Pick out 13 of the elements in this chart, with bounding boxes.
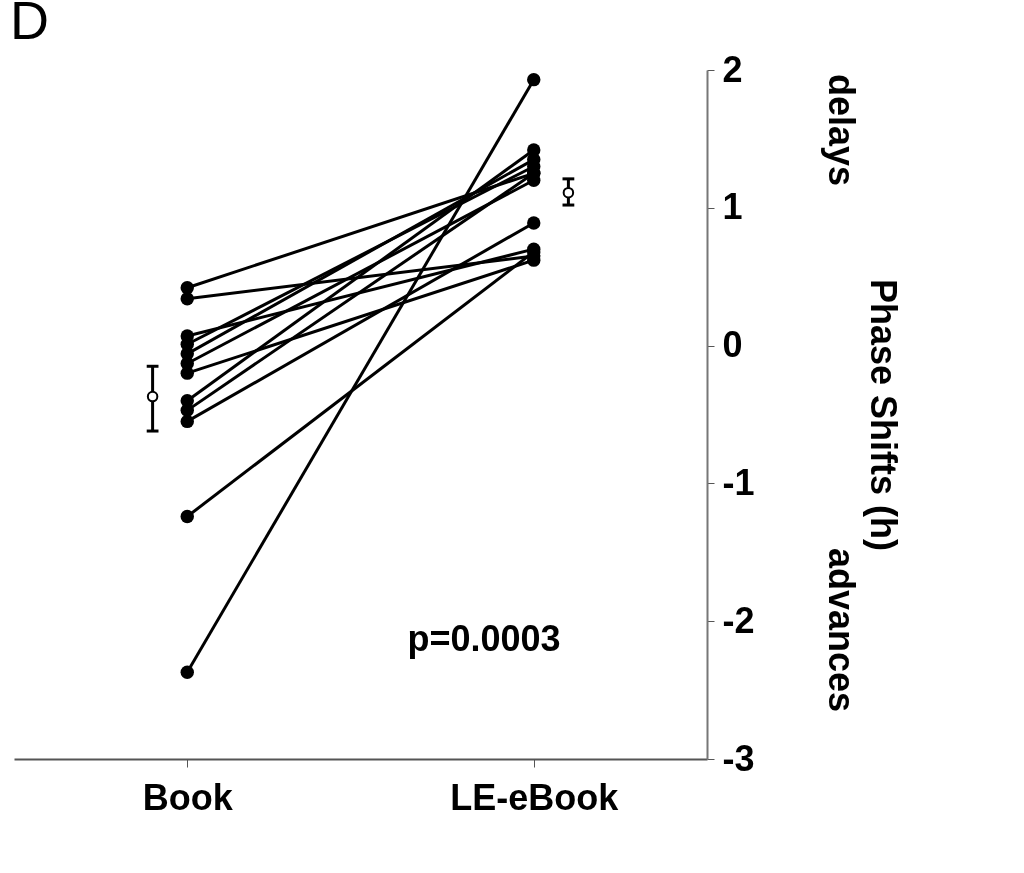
y-tick-label: 2 (722, 48, 743, 90)
x-tick-label: Book (142, 776, 234, 818)
x-tick-label: LE-eBook (450, 776, 620, 818)
chart-title: D (10, 0, 49, 50)
y-tick-label: -2 (722, 599, 755, 641)
y-tick-label: 1 (722, 186, 743, 228)
y-tick-label: 0 (722, 324, 743, 366)
text: advances (821, 547, 862, 713)
text: delays (821, 73, 862, 187)
y-tick-label: -1 (722, 461, 755, 503)
annotation: p=0.0003 (407, 618, 561, 659)
y-tick-label: -3 (722, 737, 755, 779)
y-axis-title: Phase Shifts (h) (862, 278, 904, 552)
